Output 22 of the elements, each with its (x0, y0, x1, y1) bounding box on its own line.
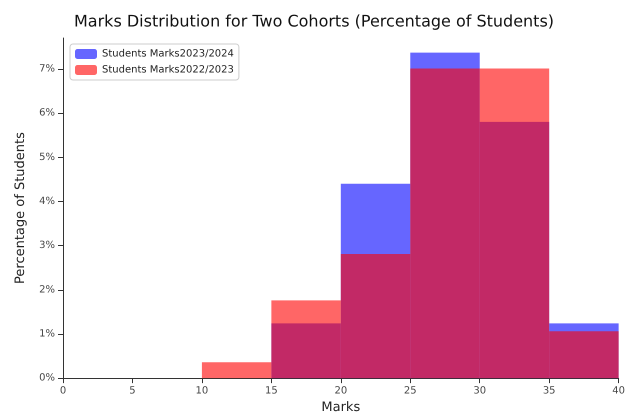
y-tick-label: 4% (39, 196, 55, 207)
y-axis-title: Percentage of Students (13, 132, 28, 284)
x-tick-label: 35 (542, 386, 556, 397)
chart-title: Marks Distribution for Two Cohorts (Percentage of Students) (74, 12, 554, 30)
y-tick-label: 2% (39, 284, 55, 296)
x-tick-label: 25 (404, 386, 417, 397)
x-tick-label: 15 (264, 386, 278, 397)
legend-label: Students Marks2023/2024 (102, 48, 234, 60)
x-axis-title: Marks (321, 400, 360, 415)
y-tick-label: 7% (39, 63, 55, 74)
legend-label: Students Marks2022/2023 (102, 64, 234, 76)
y-tick-label: 1% (39, 328, 55, 340)
x-tick-label: 10 (196, 386, 208, 397)
y-tick-label: 0% (39, 372, 55, 384)
y-tick-label: 3% (39, 240, 55, 252)
x-tick-label: 0 (60, 386, 66, 397)
x-tick-label: 30 (473, 386, 486, 397)
x-tick-label: 40 (612, 386, 626, 397)
x-tick-label: 20 (334, 386, 348, 397)
x-tick-label: 5 (129, 386, 136, 397)
y-tick-label: 6% (39, 108, 55, 119)
y-tick-label: 5% (39, 152, 55, 163)
